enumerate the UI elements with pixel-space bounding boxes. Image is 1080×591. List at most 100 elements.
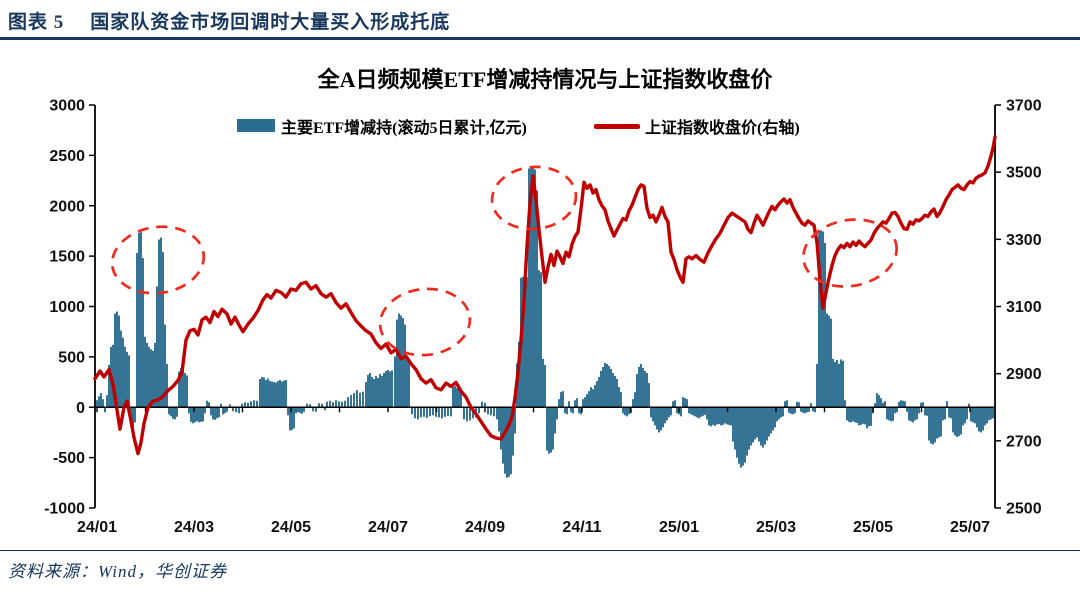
etf-flow-bar: [822, 231, 824, 408]
etf-flow-bar: [624, 407, 626, 416]
etf-flow-bar: [112, 344, 114, 408]
etf-flow-bar: [417, 407, 419, 420]
etf-flow-bar: [379, 374, 381, 408]
etf-flow-bar: [100, 393, 102, 408]
etf-flow-bar: [674, 400, 676, 408]
legend-bar-label: 主要ETF增减持(滚动5日累计,亿元): [281, 120, 527, 137]
axes: 3000 2500 2000 1500 1000 500 0 -500 -1000 3700 350…: [44, 98, 1042, 537]
etf-flow-bar: [504, 407, 506, 474]
etf-flow-bar: [408, 358, 410, 408]
chart-legend: 主要ETF增减持(滚动5日累计,亿元) 上证指数收盘价(右轴): [95, 111, 995, 139]
etf-flow-bar: [200, 407, 202, 422]
etf-flow-bar: [134, 407, 136, 423]
etf-flow-bar: [614, 376, 616, 408]
etf-flow-bar: [590, 387, 592, 408]
etf-flow-bar: [684, 398, 686, 408]
etf-flow-bar: [389, 371, 391, 408]
etf-flow-bar: [882, 402, 884, 408]
etf-flow-bar: [160, 237, 162, 408]
etf-flow-bar: [814, 407, 816, 413]
etf-flow-bar: [263, 377, 265, 408]
etf-flow-bar: [152, 350, 154, 408]
etf-flow-bar: [608, 365, 610, 408]
etf-flow-bar: [450, 407, 452, 417]
etf-flow-bar: [798, 402, 800, 408]
etf-flow-bar: [854, 407, 856, 423]
etf-flow-bar: [846, 407, 848, 421]
etf-flow-bar: [804, 407, 806, 414]
etf-flow-bar: [632, 399, 634, 408]
etf-flow-bar: [192, 407, 194, 424]
x-axis-tick-label: 25/05: [853, 519, 893, 536]
etf-flow-bar: [792, 407, 794, 415]
etf-flow-bar: [956, 407, 958, 437]
etf-flow-bar: [900, 400, 902, 408]
etf-flow-bar: [676, 407, 678, 414]
etf-flow-bar: [634, 392, 636, 408]
etf-flow-bar: [178, 371, 180, 408]
etf-flow-bar: [293, 407, 295, 429]
etf-flow-bar: [324, 407, 326, 411]
etf-flow-bar: [652, 407, 654, 422]
etf-flow-bar: [306, 403, 308, 408]
right-axis-tick-label: 2500: [1006, 501, 1042, 518]
etf-flow-bar: [132, 407, 134, 431]
etf-flow-bar: [576, 398, 578, 408]
etf-flow-bar: [526, 277, 528, 408]
etf-flow-bar: [920, 402, 922, 408]
etf-flow-bar: [508, 407, 510, 477]
etf-flow-bar: [318, 403, 320, 408]
etf-flow-bar: [114, 313, 116, 408]
etf-flow-bar: [540, 272, 542, 408]
etf-flow-bar: [188, 407, 190, 414]
etf-flow-bar: [774, 407, 776, 428]
etf-flow-bar: [832, 358, 834, 408]
etf-flow-bar: [970, 407, 972, 422]
right-axis-tick-label: 3500: [1006, 165, 1042, 182]
etf-flow-bar: [930, 407, 932, 444]
etf-flow-bar: [824, 243, 826, 408]
right-axis-tick-label: 3100: [1006, 299, 1042, 316]
etf-flow-bar: [836, 359, 838, 408]
etf-flow-bar: [698, 407, 700, 419]
etf-flow-bar: [120, 330, 122, 408]
etf-flow-bar: [594, 385, 596, 408]
etf-flow-bar: [102, 399, 104, 408]
etf-flow-bar: [578, 407, 580, 414]
etf-flow-bar: [752, 407, 754, 443]
x-axis-tick-label: 24/09: [465, 519, 505, 536]
etf-flow-bar: [982, 407, 984, 431]
etf-flow-bar: [542, 358, 544, 408]
etf-flow-bar: [932, 407, 934, 445]
etf-flow-bar: [156, 286, 158, 408]
etf-flow-bar: [126, 351, 128, 408]
etf-flow-bar: [688, 407, 690, 414]
etf-flow-bar: [720, 407, 722, 426]
etf-flow-bar: [289, 407, 291, 431]
chart-title: 全A日频规模ETF增减持情况与上证指数收盘价: [317, 67, 773, 92]
left-axis-tick-label: -500: [53, 450, 85, 467]
etf-flow-bar: [910, 407, 912, 422]
etf-flow-bar: [411, 407, 413, 415]
etf-flow-bar: [512, 407, 514, 456]
etf-flow-bar: [204, 407, 206, 414]
etf-flow-bar: [493, 407, 495, 417]
etf-flow-bar: [664, 407, 666, 424]
left-axis-tick-label: 0: [76, 400, 85, 417]
etf-flow-bar: [740, 407, 742, 468]
etf-flow-bar: [146, 342, 148, 408]
etf-flow-bar: [98, 396, 100, 408]
etf-flow-bar: [952, 407, 954, 433]
left-axis-tick-label: -1000: [44, 501, 85, 518]
etf-flow-bar: [498, 407, 500, 432]
etf-flow-bar: [762, 407, 764, 448]
etf-flow-bar: [186, 375, 188, 408]
etf-flow-bar: [350, 395, 352, 408]
etf-flow-bar: [373, 379, 375, 408]
etf-flow-bar: [926, 407, 928, 416]
etf-flow-bar: [218, 407, 220, 418]
left-axis-tick-label: 1000: [49, 299, 85, 316]
etf-flow-bar: [852, 407, 854, 422]
etf-flow-bar: [281, 381, 283, 408]
